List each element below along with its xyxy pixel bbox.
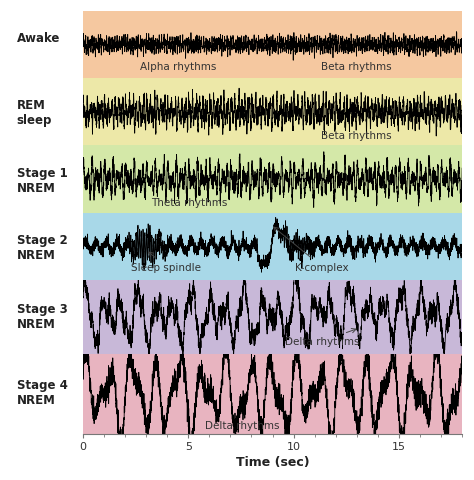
X-axis label: Time (sec): Time (sec) — [236, 456, 310, 468]
Text: Alpha rhythms: Alpha rhythms — [139, 62, 216, 72]
Text: Awake: Awake — [17, 32, 60, 45]
Text: Beta rhythms: Beta rhythms — [321, 131, 391, 141]
Text: K-complex: K-complex — [273, 228, 349, 272]
Text: Stage 1
NREM: Stage 1 NREM — [17, 166, 67, 194]
Text: Delta rhythms: Delta rhythms — [284, 329, 359, 347]
Text: Stage 4
NREM: Stage 4 NREM — [17, 378, 67, 406]
Text: REM
sleep: REM sleep — [17, 99, 52, 127]
Text: Stage 3
NREM: Stage 3 NREM — [17, 302, 67, 330]
Text: Theta rhythms: Theta rhythms — [151, 198, 228, 208]
Text: Sleep spindle: Sleep spindle — [131, 252, 201, 272]
Text: Beta rhythms: Beta rhythms — [321, 62, 391, 72]
Text: Delta rhythms: Delta rhythms — [205, 420, 280, 431]
Text: Stage 2
NREM: Stage 2 NREM — [17, 233, 67, 261]
